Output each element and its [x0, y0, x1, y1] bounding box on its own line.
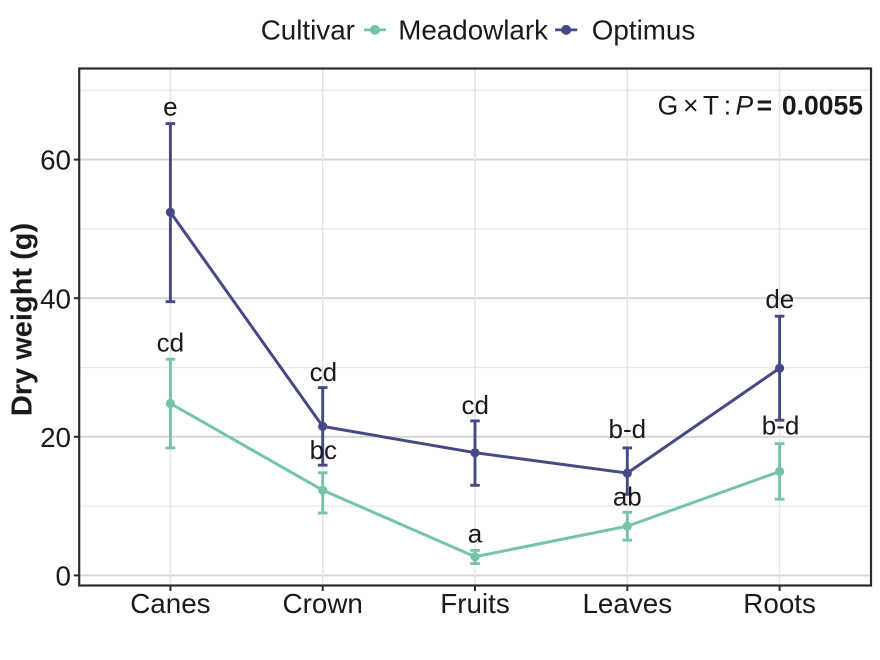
svg-text:b-d: b-d	[609, 414, 647, 444]
svg-text:cd: cd	[157, 328, 184, 358]
svg-text:ab: ab	[613, 482, 642, 512]
svg-text:b-d: b-d	[762, 410, 800, 440]
svg-text:Optimus: Optimus	[592, 15, 696, 46]
svg-text:0: 0	[56, 561, 71, 592]
svg-text:a: a	[468, 518, 483, 548]
svg-text:de: de	[765, 284, 794, 314]
svg-text:Meadowlark: Meadowlark	[398, 15, 548, 46]
svg-text:60: 60	[40, 145, 71, 176]
svg-text:20: 20	[40, 422, 71, 453]
svg-text:Canes: Canes	[130, 588, 210, 619]
svg-text:cd: cd	[310, 357, 337, 387]
svg-text:G×T:P=0.0055: G × T: P = 0.0055	[658, 91, 863, 121]
svg-text:cd: cd	[461, 390, 488, 420]
svg-text:40: 40	[40, 283, 71, 314]
svg-text:Leaves: Leaves	[582, 588, 672, 619]
svg-text:Fruits: Fruits	[440, 588, 510, 619]
svg-text:Roots: Roots	[743, 588, 816, 619]
svg-text:Crown: Crown	[283, 588, 363, 619]
svg-text:e: e	[163, 92, 177, 122]
svg-text:Cultivar: Cultivar	[261, 15, 355, 46]
svg-text:bc: bc	[310, 435, 337, 465]
svg-text:Dry weight (g): Dry weight (g)	[7, 223, 39, 416]
